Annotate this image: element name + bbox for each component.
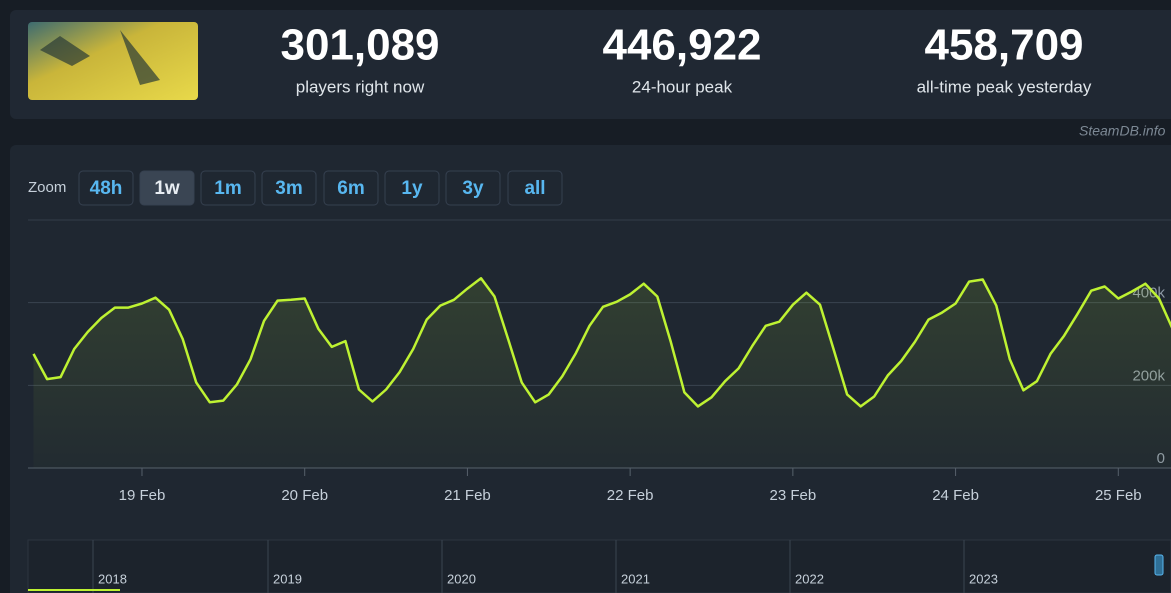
- credit: SteamDB.info: [1079, 123, 1166, 139]
- navigator-handle[interactable]: [1154, 554, 1164, 576]
- stat-label: all-time peak yesterday: [917, 77, 1092, 96]
- navigator-year: 2019: [273, 571, 302, 586]
- x-tick-label: 20 Feb: [281, 487, 328, 504]
- x-tick-label: 24 Feb: [932, 487, 979, 504]
- zoom-button-label[interactable]: 6m: [337, 178, 364, 199]
- navigator-year: 2022: [795, 571, 824, 586]
- zoom-label: Zoom: [28, 179, 66, 196]
- zoom-button[interactable]: [384, 170, 440, 206]
- navigator-bg: [27, 539, 1171, 593]
- navigator-year: 2018: [98, 571, 127, 586]
- stat-value: 301,089: [280, 21, 439, 70]
- zoom-button-label[interactable]: 1y: [401, 178, 423, 199]
- zoom-button[interactable]: [200, 170, 256, 206]
- thumbnail-art: [40, 30, 160, 85]
- x-tick-label: 22 Feb: [607, 487, 654, 504]
- zoom-button[interactable]: [323, 170, 379, 206]
- stat-label: 24-hour peak: [632, 77, 733, 96]
- area: [33, 278, 1171, 468]
- zoom-button[interactable]: [445, 170, 501, 206]
- zoom-button[interactable]: [139, 170, 195, 206]
- stat-value: 446,922: [602, 21, 761, 70]
- navigator-year: 2023: [969, 571, 998, 586]
- navigator: 2018 2019 2020 2021 2022 2023: [27, 539, 1171, 593]
- x-tick-label: 25 Feb: [1095, 487, 1142, 504]
- zoom-button-label[interactable]: 3y: [462, 178, 484, 199]
- zoom-button-label[interactable]: all: [524, 178, 545, 199]
- x-tick-label: 21 Feb: [444, 487, 491, 504]
- stat-label: players right now: [296, 77, 425, 96]
- zoom-button-label[interactable]: 1m: [214, 178, 241, 199]
- zoom-button[interactable]: [78, 170, 134, 206]
- navigator-year: 2020: [447, 571, 476, 586]
- zoom-button[interactable]: [261, 170, 317, 206]
- zoom-button[interactable]: [507, 170, 563, 206]
- navigator-year: 2021: [621, 571, 650, 586]
- stats: 301,089 players right now 446,922 24-hour p…: [280, 21, 1091, 97]
- zoom-button-label[interactable]: 48h: [90, 178, 123, 199]
- zoom-button-label[interactable]: 3m: [275, 178, 302, 199]
- zoom-button-label[interactable]: 1w: [154, 178, 180, 199]
- game-thumbnail: [28, 22, 198, 100]
- line: [32, 277, 1171, 408]
- zoom-buttons: 48h 1w 1m 3m 6m 1y 3y all: [78, 170, 563, 206]
- stat-value: 458,709: [924, 21, 1083, 70]
- x-tick-label: 19 Feb: [119, 487, 166, 504]
- stats-panel: [10, 10, 1171, 119]
- x-tick-label: 23 Feb: [770, 487, 817, 504]
